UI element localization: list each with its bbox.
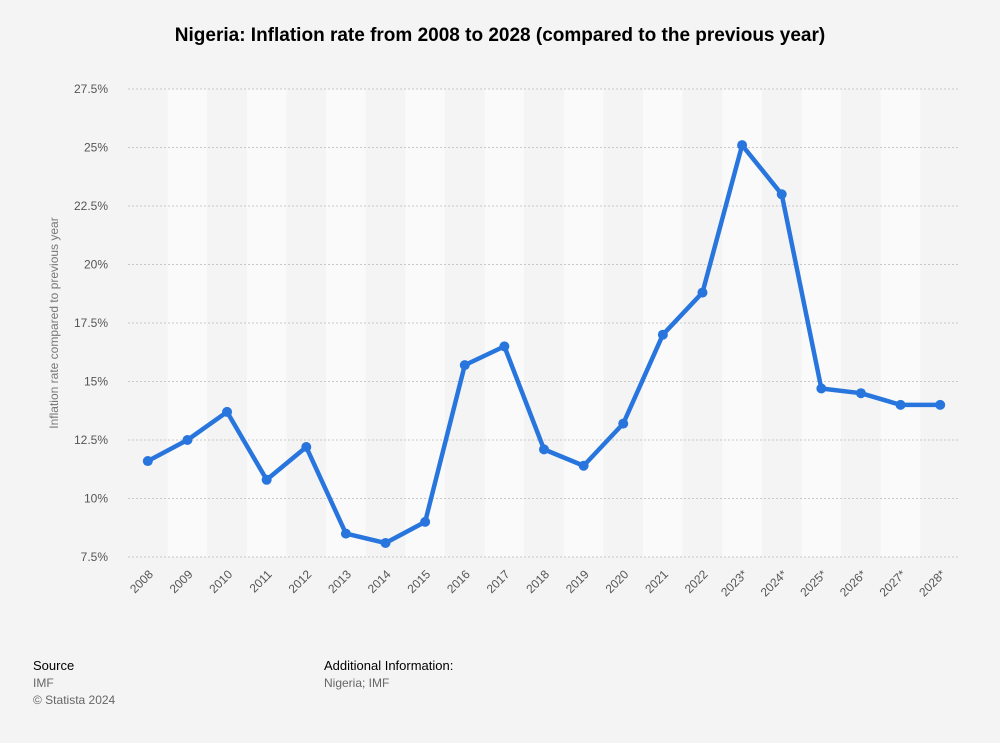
data-point <box>420 516 431 527</box>
source-value: IMF <box>33 676 54 690</box>
additional-info-label: Additional Information: <box>324 658 454 673</box>
data-point <box>935 399 946 410</box>
x-tick-label: 2020 <box>603 567 632 596</box>
data-point <box>222 406 233 417</box>
x-tick-label: 2025* <box>797 567 829 599</box>
additional-info-value: Nigeria; IMF <box>324 676 390 690</box>
data-point <box>855 388 866 399</box>
data-point <box>459 360 470 371</box>
x-tick-label: 2019 <box>563 567 592 596</box>
y-tick-label: 15% <box>84 375 108 389</box>
y-tick-label: 10% <box>84 492 108 506</box>
data-point <box>261 474 272 485</box>
data-point <box>142 456 153 467</box>
copyright: © Statista 2024 <box>33 693 116 707</box>
x-tick-label: 2018 <box>523 567 552 596</box>
source-label: Source <box>33 658 75 673</box>
y-tick-label: 25% <box>84 141 108 155</box>
y-tick-label: 7.5% <box>81 550 109 564</box>
x-tick-label: 2013 <box>325 567 354 596</box>
x-tick-label: 2024* <box>758 567 790 599</box>
data-point <box>697 287 708 298</box>
data-point <box>816 383 827 394</box>
y-tick-label: 12.5% <box>74 433 108 447</box>
data-point <box>539 444 549 455</box>
x-tick-label: 2028* <box>916 567 948 599</box>
x-tick-label: 2009 <box>167 567 196 596</box>
x-tick-label: 2012 <box>286 567 315 596</box>
y-tick-label: 20% <box>84 258 108 272</box>
x-tick-label: 2017 <box>484 567 513 596</box>
x-tick-label: 2011 <box>247 567 275 595</box>
data-point <box>578 460 589 471</box>
x-tick-label: 2015 <box>404 567 433 596</box>
data-point <box>301 442 312 453</box>
data-point <box>499 341 510 352</box>
data-point <box>182 435 193 445</box>
x-tick-label: 2008 <box>127 567 156 596</box>
x-tick-label: 2021 <box>642 567 671 596</box>
line-chart: 7.5% 10% 12.5% 15% 17.5% 20% 22.5% 25% 27.5% 2008… <box>47 82 960 599</box>
data-point <box>737 140 748 151</box>
y-axis-label: Inflation rate compared to previous year <box>47 217 61 428</box>
y-tick-label: 17.5% <box>74 316 108 330</box>
x-tick-label: 2023* <box>718 567 750 599</box>
data-point <box>776 189 787 200</box>
y-tick-label: 22.5% <box>74 199 108 213</box>
chart-title: Nigeria: Inflation rate from 2008 to 202… <box>174 25 826 46</box>
x-tick-label: 2022 <box>682 567 711 596</box>
x-tick-label: 2026* <box>837 567 869 599</box>
source-block: Source IMF © Statista 2024 <box>33 658 115 707</box>
x-tick-label: 2027* <box>877 567 909 599</box>
data-point <box>618 418 629 429</box>
x-tick-label: 2010 <box>206 567 235 596</box>
data-point <box>657 329 668 340</box>
data-point <box>380 537 391 548</box>
x-tick-label: 2014 <box>365 567 394 596</box>
x-tick-label: 2016 <box>444 567 473 596</box>
y-tick-label: 27.5% <box>74 82 108 96</box>
data-point <box>340 528 351 539</box>
additional-info-block: Additional Information: Nigeria; IMF <box>324 658 453 690</box>
data-point <box>895 399 906 410</box>
